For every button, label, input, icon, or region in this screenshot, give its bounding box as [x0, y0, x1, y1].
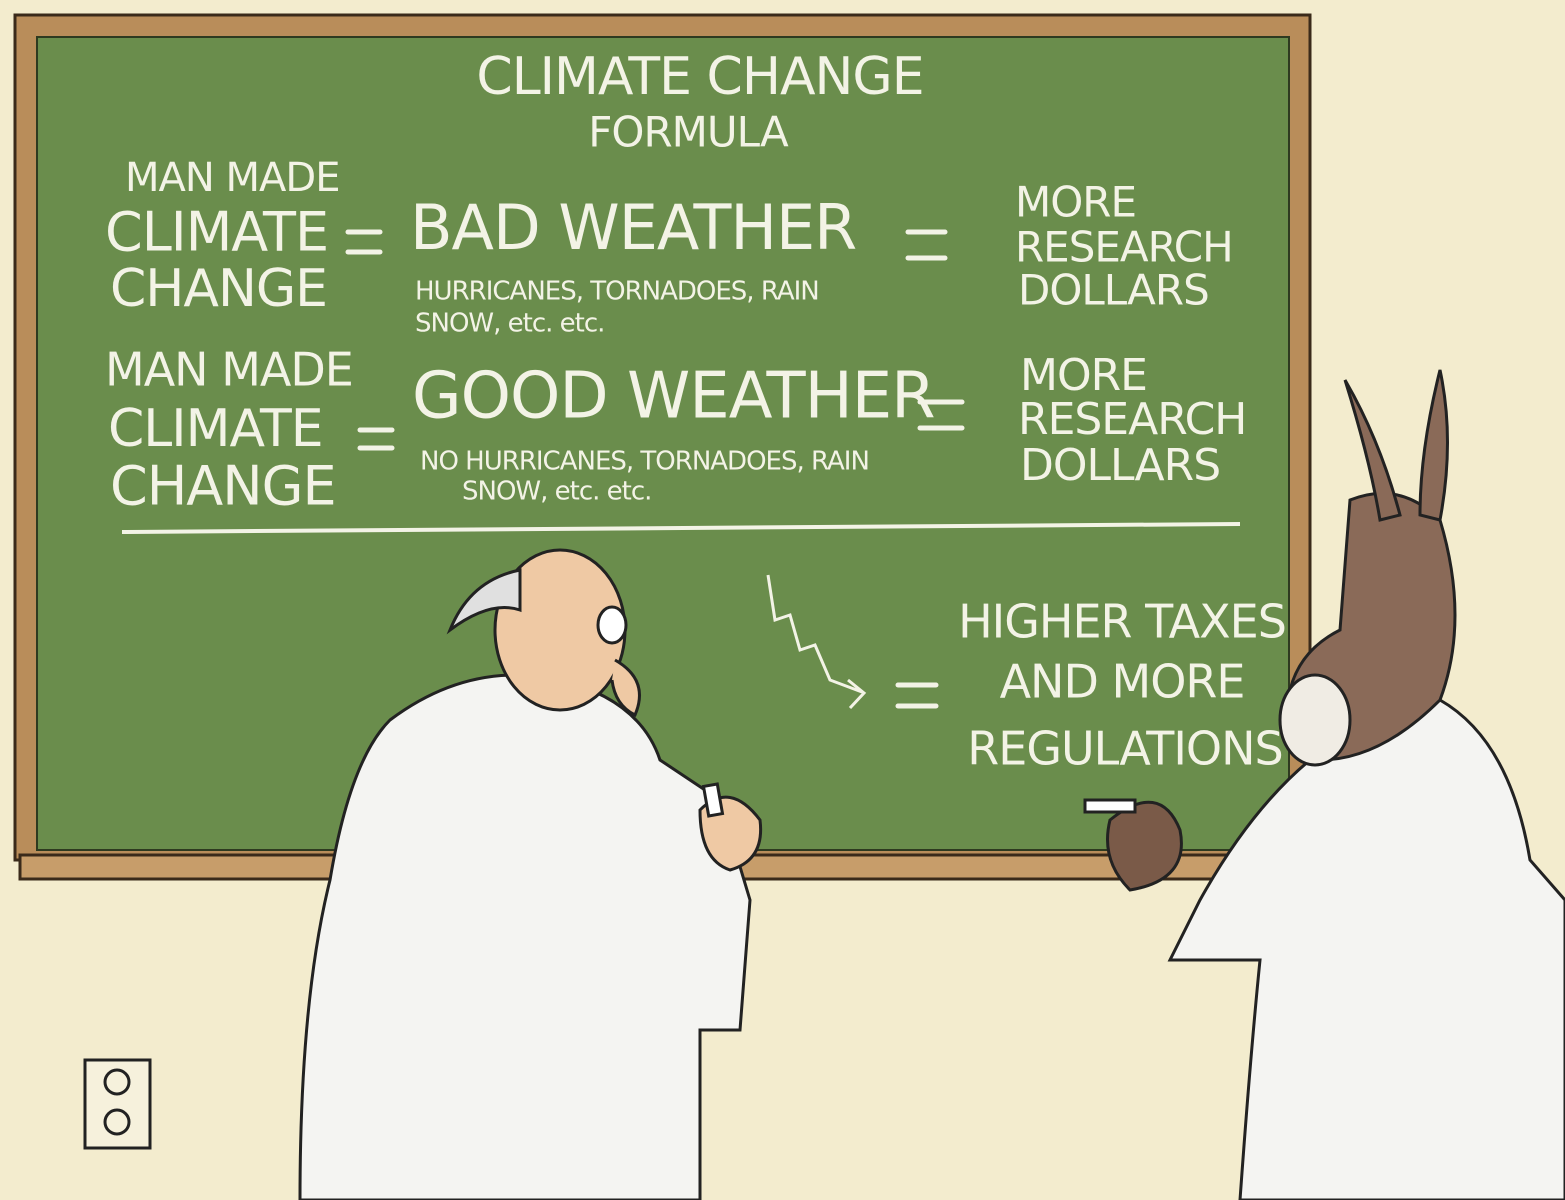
examples: SNOW, etc. etc.: [462, 477, 651, 507]
result: DOLLARS: [1018, 266, 1209, 315]
cause: CLIMATE: [105, 201, 328, 264]
cartoon: CLIMATE CHANGE FORMULA MAN MADE CLIMATE …: [0, 0, 1565, 1200]
examples: NO HURRICANES, TORNADOES, RAIN: [420, 447, 869, 477]
result: MORE: [1015, 178, 1136, 227]
result: RESEARCH: [1018, 394, 1246, 445]
title: CLIMATE CHANGE: [476, 47, 923, 107]
title: FORMULA: [588, 108, 789, 157]
cause: CLIMATE: [108, 399, 323, 459]
cause: MAN MADE: [125, 155, 339, 201]
examples: SNOW, etc. etc.: [415, 309, 604, 339]
conclusion: HIGHER TAXES: [958, 595, 1286, 649]
cause: CHANGE: [110, 259, 327, 319]
conclusion: AND MORE: [1000, 655, 1245, 709]
cause: CHANGE: [110, 455, 336, 518]
examples: HURRICANES, TORNADOES, RAIN: [415, 277, 819, 307]
effect: GOOD WEATHER: [412, 360, 935, 434]
cause: MAN MADE: [105, 343, 353, 397]
effect: BAD WEATHER: [410, 191, 856, 264]
outlet: [85, 1060, 150, 1148]
result: DOLLARS: [1020, 440, 1220, 491]
result: RESEARCH: [1015, 223, 1233, 272]
conclusion: REGULATIONS: [967, 722, 1282, 776]
